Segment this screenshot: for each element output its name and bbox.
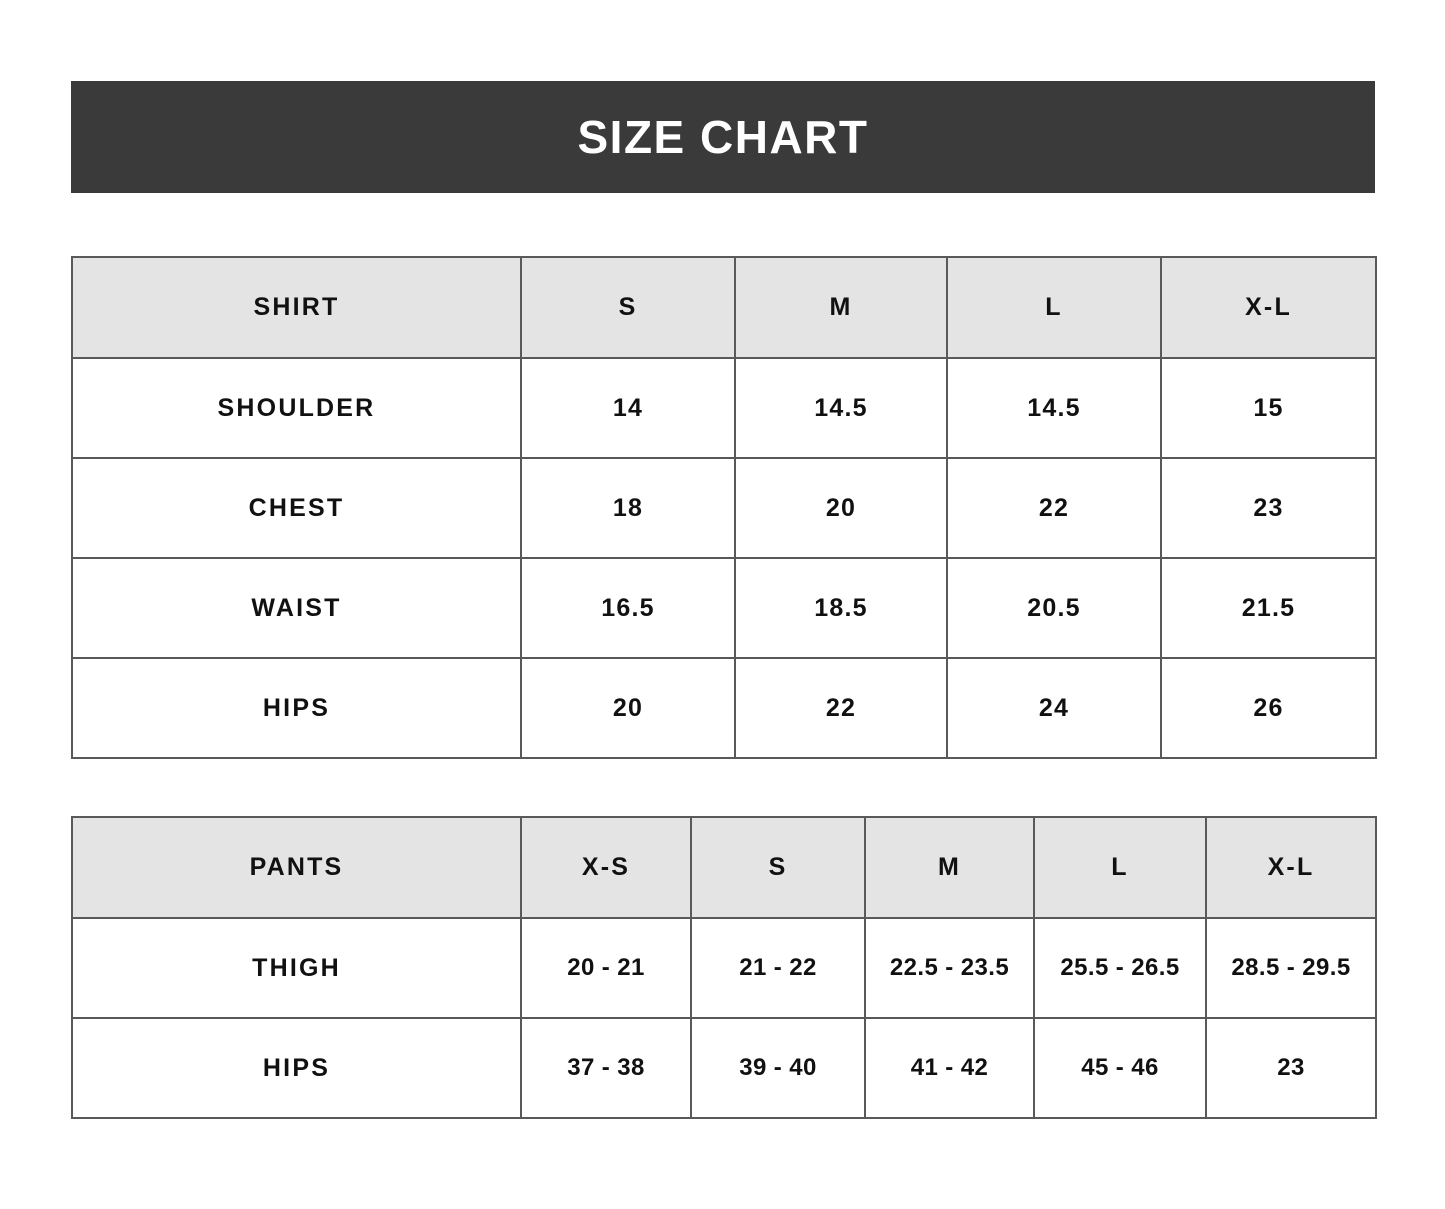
pants-hips-l: 45 - 46 <box>1033 1017 1207 1119</box>
shirt-shoulder-l: 14.5 <box>946 357 1162 459</box>
shirt-table-col-header-l: L <box>946 256 1162 359</box>
pants-hips-m: 41 - 42 <box>864 1017 1035 1119</box>
table-row: CHEST 18 20 22 23 <box>71 457 1377 559</box>
pants-thigh-s: 21 - 22 <box>690 917 866 1019</box>
shirt-size-table: SHIRT S M L X-L SHOULDER 14 14.5 14.5 15… <box>71 256 1377 759</box>
page-title: SIZE CHART <box>577 111 869 163</box>
pants-size-table: PANTS X-S S M L X-L THIGH 20 - 21 21 - 2… <box>71 816 1377 1119</box>
shirt-hips-xl: 26 <box>1160 657 1377 759</box>
shirt-waist-l: 20.5 <box>946 557 1162 659</box>
shirt-shoulder-m: 14.5 <box>734 357 948 459</box>
pants-table-col-header-m: M <box>864 816 1035 919</box>
shirt-hips-m: 22 <box>734 657 948 759</box>
shirt-waist-xl: 21.5 <box>1160 557 1377 659</box>
shirt-table-col-header-m: M <box>734 256 948 359</box>
shirt-row-label-chest: CHEST <box>71 457 522 559</box>
shirt-table-col-header-category: SHIRT <box>71 256 522 359</box>
pants-thigh-xl: 28.5 - 29.5 <box>1205 917 1377 1019</box>
shirt-chest-m: 20 <box>734 457 948 559</box>
pants-table-col-header-category: PANTS <box>71 816 522 919</box>
table-row: SHOULDER 14 14.5 14.5 15 <box>71 357 1377 459</box>
pants-hips-xl: 23 <box>1205 1017 1377 1119</box>
shirt-row-label-hips: HIPS <box>71 657 522 759</box>
shirt-chest-xl: 23 <box>1160 457 1377 559</box>
shirt-table-col-header-xl: X-L <box>1160 256 1377 359</box>
table-row: THIGH 20 - 21 21 - 22 22.5 - 23.5 25.5 -… <box>71 917 1377 1019</box>
table-row: HIPS 20 22 24 26 <box>71 657 1377 759</box>
table-row: WAIST 16.5 18.5 20.5 21.5 <box>71 557 1377 659</box>
shirt-waist-s: 16.5 <box>520 557 736 659</box>
pants-row-label-thigh: THIGH <box>71 917 522 1019</box>
pants-thigh-l: 25.5 - 26.5 <box>1033 917 1207 1019</box>
pants-hips-xs: 37 - 38 <box>520 1017 692 1119</box>
table-row: HIPS 37 - 38 39 - 40 41 - 42 45 - 46 23 <box>71 1017 1377 1119</box>
pants-row-label-hips: HIPS <box>71 1017 522 1119</box>
pants-table-col-header-s: S <box>690 816 866 919</box>
pants-table-col-header-l: L <box>1033 816 1207 919</box>
shirt-shoulder-xl: 15 <box>1160 357 1377 459</box>
shirt-hips-s: 20 <box>520 657 736 759</box>
shirt-chest-s: 18 <box>520 457 736 559</box>
shirt-row-label-waist: WAIST <box>71 557 522 659</box>
pants-thigh-xs: 20 - 21 <box>520 917 692 1019</box>
pants-table-col-header-xl: X-L <box>1205 816 1377 919</box>
shirt-hips-l: 24 <box>946 657 1162 759</box>
page-header-banner: SIZE CHART <box>71 81 1375 193</box>
pants-table-header-row: PANTS X-S S M L X-L <box>71 816 1377 919</box>
pants-hips-s: 39 - 40 <box>690 1017 866 1119</box>
shirt-chest-l: 22 <box>946 457 1162 559</box>
shirt-waist-m: 18.5 <box>734 557 948 659</box>
pants-table-col-header-xs: X-S <box>520 816 692 919</box>
shirt-shoulder-s: 14 <box>520 357 736 459</box>
shirt-row-label-shoulder: SHOULDER <box>71 357 522 459</box>
pants-thigh-m: 22.5 - 23.5 <box>864 917 1035 1019</box>
shirt-table-header-row: SHIRT S M L X-L <box>71 256 1377 359</box>
shirt-table-col-header-s: S <box>520 256 736 359</box>
